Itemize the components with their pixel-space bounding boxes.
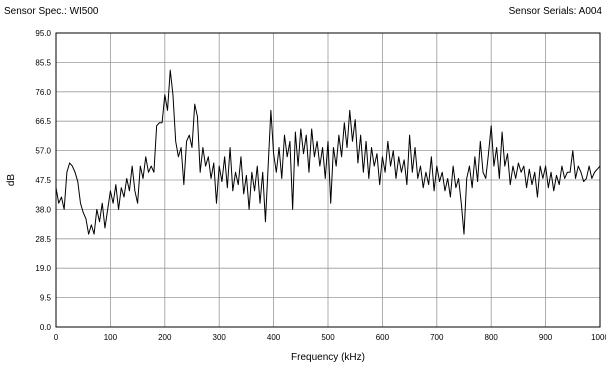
x-tick-label: 0: [54, 333, 59, 342]
y-tick-label: 28.5: [35, 235, 51, 244]
header-left: Sensor Spec.: WI500: [4, 6, 99, 17]
header-right: Sensor Serials: A004: [509, 6, 603, 17]
x-tick-label: 900: [539, 333, 553, 342]
y-tick-label: 57.0: [35, 147, 51, 156]
x-tick-label: 800: [485, 333, 499, 342]
x-tick-label: 700: [430, 333, 444, 342]
y-tick-label: 47.5: [35, 176, 51, 185]
x-tick-label: 100: [104, 333, 118, 342]
x-axis-label: Frequency (kHz): [291, 352, 365, 363]
y-tick-label: 76.0: [35, 88, 51, 97]
y-tick-label: 19.0: [35, 264, 51, 273]
y-axis-label: dB: [6, 174, 17, 187]
x-tick-label: 600: [376, 333, 390, 342]
y-tick-label: 95.0: [35, 29, 51, 38]
x-tick-label: 300: [213, 333, 227, 342]
plot-frame: [55, 32, 601, 328]
y-tick-label: 0.0: [40, 323, 52, 332]
y-tick-label: 66.5: [35, 117, 51, 126]
x-tick-label: 500: [321, 333, 335, 342]
y-tick-label: 9.5: [40, 294, 52, 303]
y-tick-label: 85.5: [35, 58, 51, 67]
x-tick-label: 200: [158, 333, 172, 342]
y-tick-label: 38.0: [35, 205, 51, 214]
x-tick-label: 400: [267, 333, 281, 342]
x-tick-label: 1000: [591, 333, 606, 342]
data-line: [55, 69, 601, 235]
